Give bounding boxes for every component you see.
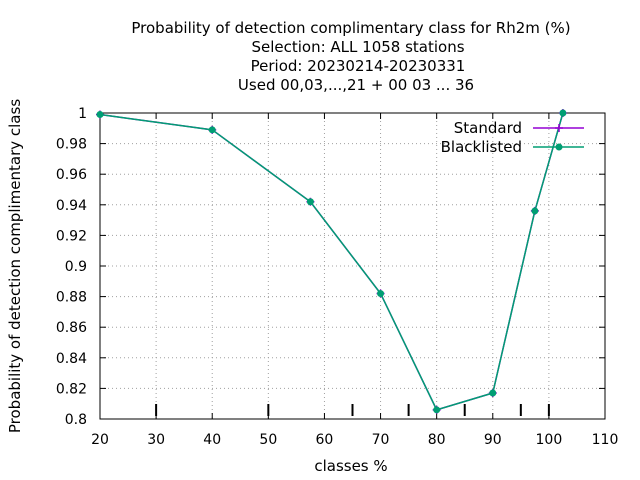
x-tick-label: 80	[428, 432, 446, 448]
y-tick-label: 0.96	[56, 167, 87, 183]
x-axis-ticks: 20 30 40 50 60 70 80 90 100 110	[91, 113, 618, 448]
series-line	[99, 112, 564, 411]
legend-marker	[555, 124, 563, 132]
grid	[100, 113, 605, 419]
data-point	[531, 207, 539, 215]
x-tick-label: 50	[259, 432, 277, 448]
x-tick-label: 100	[536, 432, 563, 448]
x-tick-label: 40	[203, 432, 221, 448]
series-layer	[96, 109, 567, 414]
x-tick-label: 70	[372, 432, 390, 448]
title-line-4: Used 00,03,...,21 + 00 03 ... 36	[238, 76, 474, 94]
data-point	[306, 198, 314, 206]
y-axis-ticks: 0.8 0.82 0.84 0.86 0.88 0.9 0.92 0.94 0.96 0.98 1	[56, 106, 605, 428]
data-point	[559, 109, 567, 117]
chart-title: Probability of detection complimentary c…	[131, 19, 570, 94]
y-tick-label: 0.98	[56, 137, 87, 153]
legend-label: Standard	[454, 119, 522, 137]
x-tick-label: 30	[147, 432, 165, 448]
y-tick-label: 0.94	[56, 198, 87, 214]
y-tick-label: 0.92	[56, 228, 87, 244]
title-line-3: Period: 20230214-20230331	[251, 57, 466, 75]
data-point	[96, 111, 104, 119]
y-axis-label: Probability of detection complimentary c…	[6, 99, 24, 433]
y-tick-label: 0.86	[56, 320, 87, 336]
y-tick-label: 0.84	[56, 351, 87, 367]
x-tick-label: 90	[484, 432, 502, 448]
x-tick-label: 60	[316, 432, 334, 448]
y-tick-label: 0.82	[56, 381, 87, 397]
series-blacklisted	[96, 109, 567, 414]
data-point	[489, 389, 497, 397]
x-tick-label: 20	[91, 432, 109, 448]
data-point	[433, 406, 441, 414]
x-axis-label: classes %	[314, 457, 387, 475]
legend-marker	[555, 143, 563, 151]
y-tick-label: 0.8	[65, 412, 87, 428]
title-line-2: Selection: ALL 1058 stations	[251, 38, 464, 56]
y-tick-label: 0.88	[56, 290, 87, 306]
series-line	[99, 112, 564, 411]
bottom-marks	[155, 404, 550, 416]
title-line-1: Probability of detection complimentary c…	[131, 19, 570, 37]
data-point	[208, 126, 216, 134]
y-tick-label: 1	[78, 106, 87, 122]
data-point	[377, 290, 385, 298]
y-tick-label: 0.9	[65, 259, 87, 275]
legend-label: Blacklisted	[441, 138, 522, 156]
x-tick-label: 110	[592, 432, 619, 448]
